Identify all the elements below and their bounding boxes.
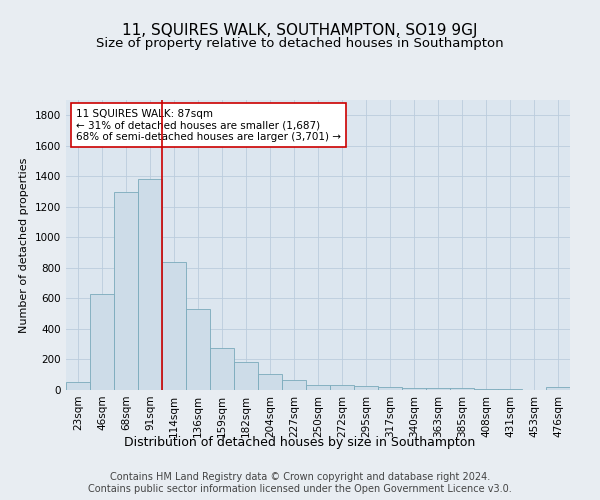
- Text: Contains public sector information licensed under the Open Government Licence v3: Contains public sector information licen…: [88, 484, 512, 494]
- Bar: [450, 388, 474, 390]
- Bar: [354, 386, 378, 390]
- Text: Distribution of detached houses by size in Southampton: Distribution of detached houses by size …: [124, 436, 476, 449]
- Bar: [282, 380, 306, 390]
- Bar: [138, 180, 162, 390]
- Bar: [162, 262, 186, 390]
- Y-axis label: Number of detached properties: Number of detached properties: [19, 158, 29, 332]
- Bar: [498, 389, 522, 390]
- Bar: [306, 384, 330, 390]
- Bar: [234, 362, 258, 390]
- Bar: [546, 387, 570, 390]
- Bar: [66, 382, 90, 390]
- Bar: [90, 294, 114, 390]
- Text: Size of property relative to detached houses in Southampton: Size of property relative to detached ho…: [96, 38, 504, 51]
- Bar: [474, 389, 498, 390]
- Bar: [186, 309, 210, 390]
- Bar: [210, 348, 234, 390]
- Bar: [402, 388, 426, 390]
- Bar: [330, 386, 354, 390]
- Text: 11, SQUIRES WALK, SOUTHAMPTON, SO19 9GJ: 11, SQUIRES WALK, SOUTHAMPTON, SO19 9GJ: [122, 22, 478, 38]
- Bar: [378, 387, 402, 390]
- Bar: [114, 192, 138, 390]
- Bar: [258, 374, 282, 390]
- Text: 11 SQUIRES WALK: 87sqm
← 31% of detached houses are smaller (1,687)
68% of semi-: 11 SQUIRES WALK: 87sqm ← 31% of detached…: [76, 108, 341, 142]
- Text: Contains HM Land Registry data © Crown copyright and database right 2024.: Contains HM Land Registry data © Crown c…: [110, 472, 490, 482]
- Bar: [426, 388, 450, 390]
